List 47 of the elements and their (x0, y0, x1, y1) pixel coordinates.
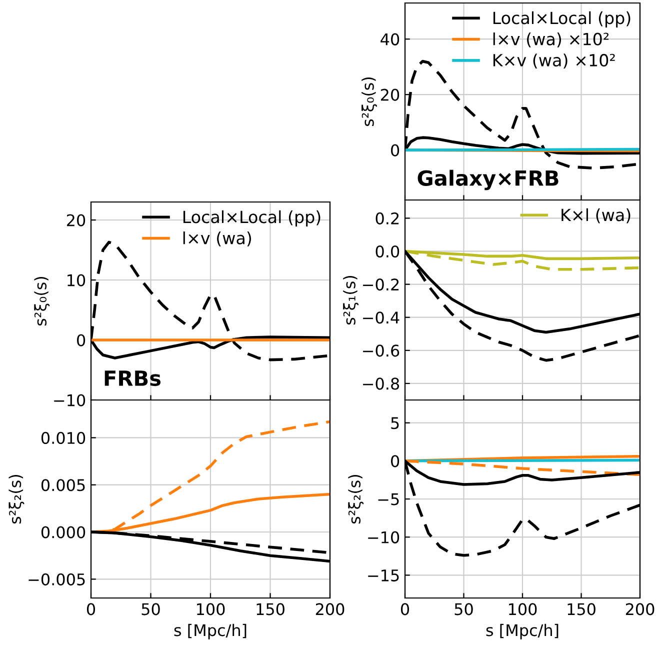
x-tick-label: 50 (142, 603, 160, 616)
y-tick-label: −0.005 (28, 573, 85, 586)
y-tick-label: 0.2 (376, 212, 399, 224)
x-axis-title: s [Mpc/h] (486, 624, 558, 640)
y-tick-label: 20 (66, 214, 86, 226)
y-tick-label: −15 (368, 570, 399, 582)
y-axis-title: s²ξ₀(s) (362, 77, 378, 126)
legend-label: K×v (wa) ×10² (493, 54, 615, 68)
y-tick-label: −10 (368, 531, 400, 544)
x-tick-label: 200 (626, 603, 654, 616)
y-tick-label: −0.2 (363, 278, 399, 291)
legend-label: Local×Local (pp) (493, 11, 630, 28)
legend-label: l×v (wa) (183, 231, 252, 246)
annotation: FRBs (104, 370, 161, 386)
x-tick-label: 150 (256, 603, 284, 616)
x-tick-label: 0 (400, 603, 410, 616)
y-tick-label: 20 (380, 88, 400, 101)
legend-label: l×v (wa) ×10² (493, 32, 609, 48)
y-axis-title: s²ξ₀(s) (34, 276, 50, 326)
y-tick-label: −0.6 (363, 344, 400, 357)
y-tick-label: 40 (380, 33, 400, 46)
x-axis-title: s [Mpc/h] (174, 624, 246, 640)
x-tick-label: 100 (197, 603, 225, 616)
y-tick-label: 0.0 (376, 245, 400, 258)
y-tick-label: −10 (54, 394, 86, 406)
annotation: Galaxy×FRB (418, 170, 558, 190)
y-tick-label: 0 (391, 144, 400, 156)
x-tick-label: 150 (568, 603, 596, 616)
x-tick-label: 200 (316, 603, 344, 616)
y-tick-label: 0 (391, 455, 400, 468)
y-tick-label: −0.4 (363, 312, 400, 324)
x-tick-label: 50 (454, 603, 473, 616)
y-tick-label: 0 (77, 334, 86, 346)
x-tick-label: 0 (86, 603, 96, 616)
y-tick-label: −0.8 (363, 378, 400, 390)
y-tick-label: 5 (391, 417, 399, 430)
y-axis-title: s²ξ₁(s) (343, 276, 359, 325)
y-tick-label: 10 (68, 274, 86, 286)
y-tick-label: 0.010 (41, 432, 86, 444)
y-axis-title: s²ξ₂(s) (348, 474, 364, 524)
y-tick-label: 0.005 (41, 479, 85, 492)
y-tick-label: −5 (378, 493, 399, 506)
x-tick-label: 100 (509, 603, 537, 616)
y-tick-label: 0.000 (41, 526, 86, 538)
y-axis-title: s²ξ₂(s) (8, 474, 24, 524)
legend-label: Local×Local (pp) (183, 210, 320, 226)
legend-label: K×l (wa) (562, 208, 630, 224)
